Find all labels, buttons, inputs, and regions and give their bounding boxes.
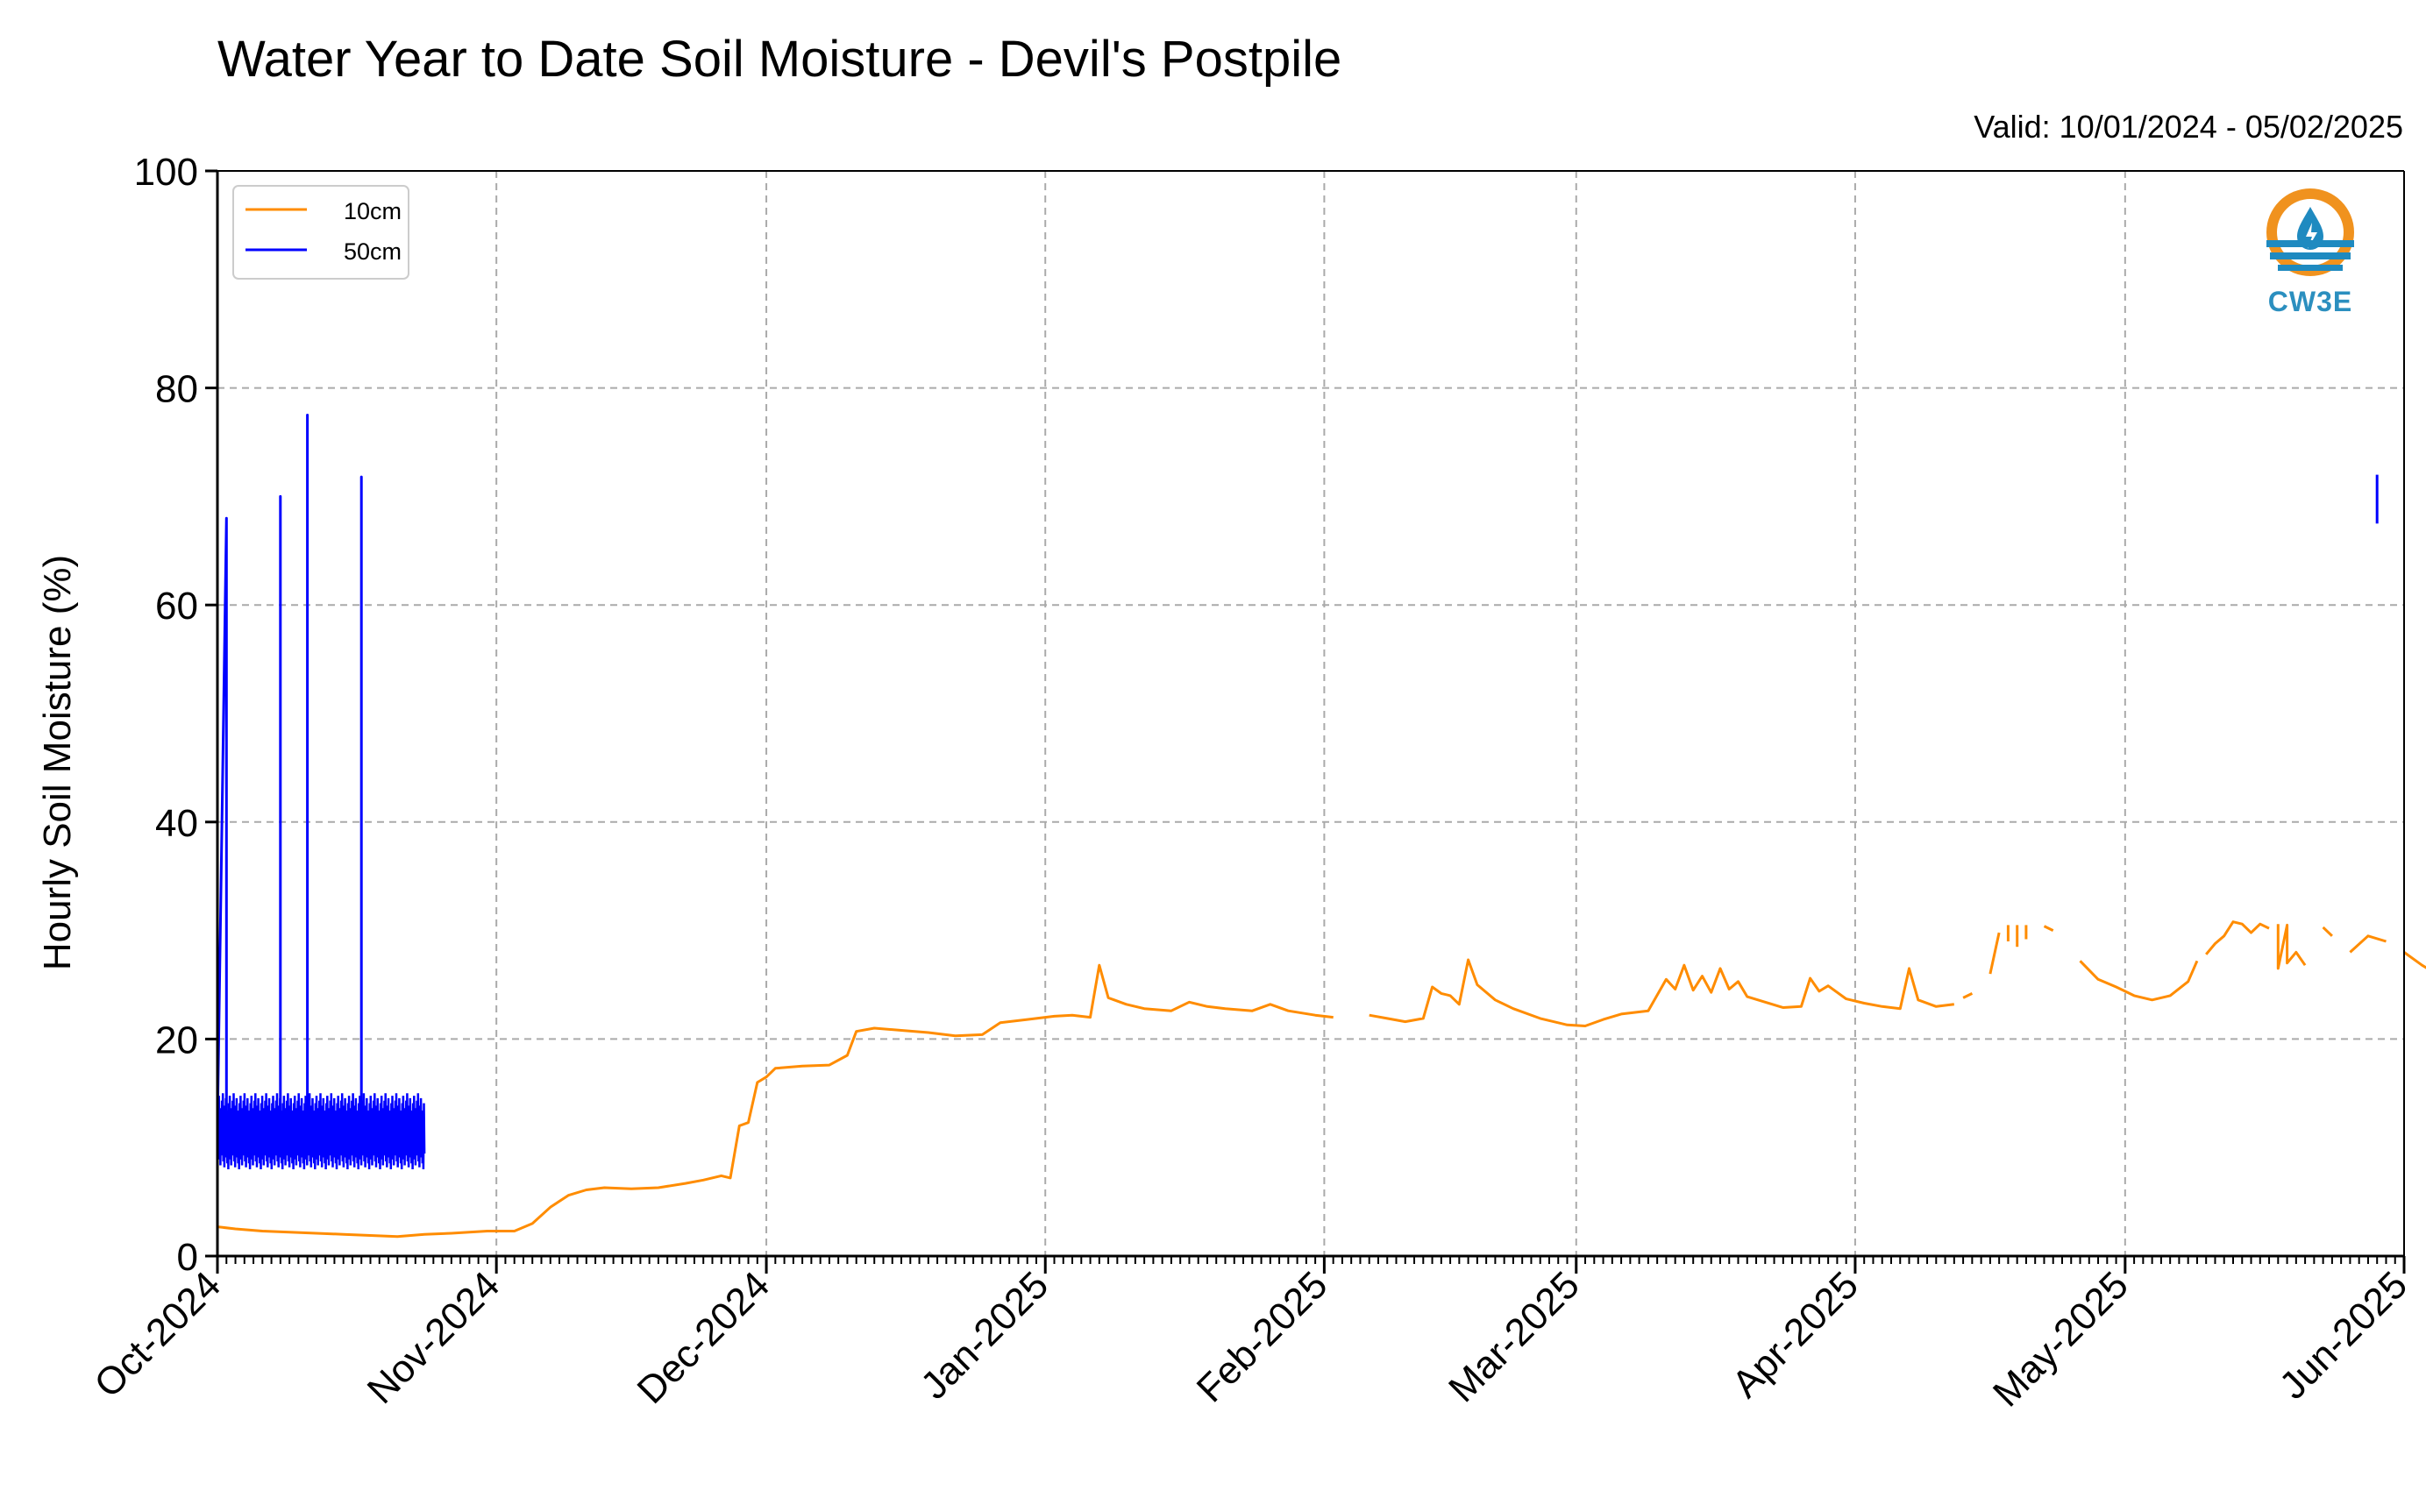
x-tick-label: Mar-2025 xyxy=(1441,1263,1588,1410)
x-tick-label: Apr-2025 xyxy=(1724,1263,1867,1406)
series-10cm-segment xyxy=(1369,958,1954,1027)
series-10cm-segment xyxy=(2079,960,2199,1002)
valid-range-subtitle: Valid: 10/01/2024 - 05/02/2025 xyxy=(1974,109,2403,145)
series-10cm-segment xyxy=(1988,932,2001,975)
series-10cm-segment xyxy=(2043,925,2054,932)
y-tick-label: 80 xyxy=(155,368,198,411)
x-tick-label: Jun-2025 xyxy=(2272,1263,2415,1407)
series-10cm-segment xyxy=(217,963,1334,1239)
y-tick-label: 0 xyxy=(177,1236,198,1279)
series-50cm-segment xyxy=(216,414,425,1148)
x-tick-label: Nov-2024 xyxy=(359,1263,509,1412)
series-50cm-noise xyxy=(216,1093,426,1170)
series-10cm-segment xyxy=(2205,920,2270,955)
legend-label-10cm: 10cm xyxy=(344,198,402,224)
x-tick-label: Feb-2025 xyxy=(1189,1263,1336,1410)
y-tick-label: 100 xyxy=(134,151,198,194)
x-tick-label: Dec-2024 xyxy=(630,1263,779,1412)
series-lines xyxy=(216,414,2426,1239)
series-10cm-segment xyxy=(2403,951,2426,969)
cw3e-logo-icon xyxy=(2266,188,2354,276)
cw3e-logo: CW3E xyxy=(2245,184,2376,324)
grid-lines xyxy=(217,171,2404,1256)
x-tick-label: Jan-2025 xyxy=(913,1263,1056,1407)
series-10cm-segment xyxy=(2276,923,2307,970)
series-band-50cm xyxy=(216,1093,426,1170)
series-10cm-segment xyxy=(1962,992,1974,999)
x-tick-label: May-2025 xyxy=(1985,1263,2137,1415)
series-10cm-segment xyxy=(2322,926,2333,937)
legend: 10cm 50cm xyxy=(232,185,409,280)
legend-label-50cm: 50cm xyxy=(344,238,402,265)
y-tick-label: 40 xyxy=(155,802,198,845)
axes: 0 20 40 60 80 100 Oct-2024 Nov-2024 Dec-2024 Jan-… xyxy=(86,151,2415,1415)
y-tick-label: 20 xyxy=(155,1019,198,1061)
series-10cm-segment xyxy=(2349,934,2387,954)
x-tick-label: Oct-2024 xyxy=(86,1263,229,1406)
logo-text: CW3E xyxy=(2267,286,2353,317)
chart-title: Water Year to Date Soil Moisture - Devil… xyxy=(217,31,1342,88)
y-tick-label: 60 xyxy=(155,585,198,628)
